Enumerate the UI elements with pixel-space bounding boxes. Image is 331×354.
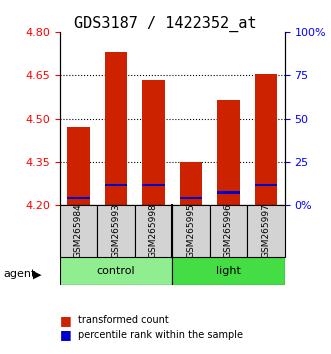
Text: GSM265984: GSM265984 xyxy=(74,204,83,258)
Text: ■: ■ xyxy=(60,328,71,341)
Text: agent: agent xyxy=(3,269,36,279)
Bar xyxy=(105,52,127,205)
Bar xyxy=(255,184,277,187)
Bar xyxy=(255,74,277,205)
Text: GSM265993: GSM265993 xyxy=(111,204,120,258)
Text: GSM265998: GSM265998 xyxy=(149,204,158,258)
Text: GDS3187 / 1422352_at: GDS3187 / 1422352_at xyxy=(74,16,257,32)
Text: ▶: ▶ xyxy=(33,269,42,279)
Text: control: control xyxy=(97,266,135,276)
Bar xyxy=(105,184,127,187)
Bar xyxy=(210,205,247,257)
Text: GSM265997: GSM265997 xyxy=(261,204,270,258)
Bar xyxy=(172,257,285,285)
Text: light: light xyxy=(216,266,241,276)
Bar xyxy=(247,205,285,257)
Bar xyxy=(217,191,240,194)
Bar xyxy=(217,100,240,205)
Bar xyxy=(135,205,172,257)
Text: GSM265995: GSM265995 xyxy=(186,204,195,258)
Text: percentile rank within the sample: percentile rank within the sample xyxy=(78,330,243,339)
Bar xyxy=(60,205,97,257)
Bar xyxy=(142,184,165,187)
Bar xyxy=(180,197,202,199)
Bar xyxy=(67,197,90,199)
Text: ■: ■ xyxy=(60,314,71,327)
Bar xyxy=(172,205,210,257)
Bar xyxy=(97,205,135,257)
Text: transformed count: transformed count xyxy=(78,315,168,325)
Bar xyxy=(180,162,202,205)
Text: GSM265996: GSM265996 xyxy=(224,204,233,258)
Bar xyxy=(67,127,90,205)
Bar xyxy=(142,80,165,205)
Bar xyxy=(60,257,172,285)
